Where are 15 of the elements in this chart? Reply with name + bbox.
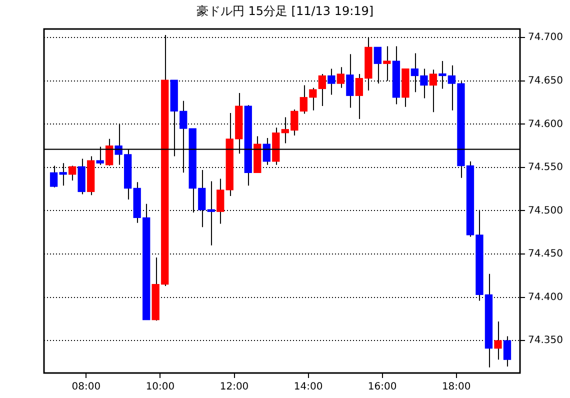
x-tick-label: 18:00: [442, 382, 471, 393]
y-tick-label: 74.400: [528, 292, 564, 303]
y-tick-label: 74.700: [528, 32, 564, 44]
x-tick-label: 10:00: [146, 382, 175, 393]
y-tick-label: 74.650: [528, 76, 564, 87]
y-tick-label: 74.450: [528, 248, 564, 260]
y-tick-label: 74.550: [528, 162, 564, 174]
x-tick-label: 14:00: [294, 382, 323, 393]
chart-title: 豪ドル円 15分足 [11/13 19:19]: [195, 3, 375, 20]
x-tick-label: 16:00: [368, 382, 397, 393]
x-tick-label: 08:00: [72, 382, 101, 393]
x-tick-label: 12:00: [220, 382, 249, 393]
y-tick-label: 74.600: [528, 118, 564, 130]
y-tick-label: 74.350: [528, 335, 564, 346]
y-tick-label: 74.500: [528, 205, 564, 216]
